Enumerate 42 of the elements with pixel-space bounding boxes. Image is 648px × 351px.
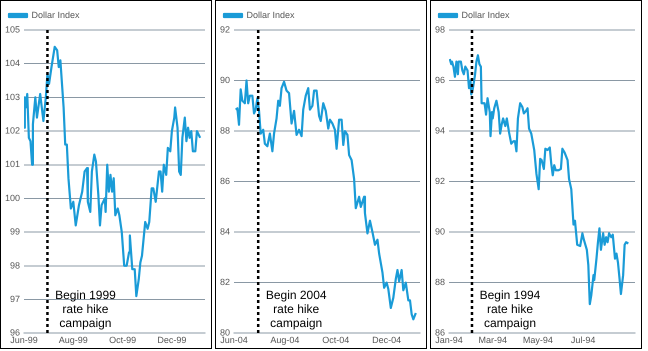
legend-label: Dollar Index [246, 10, 296, 20]
y-tick-label: 82 [220, 277, 230, 288]
ref-line-label: Begin 1994 rate hike campaign [480, 288, 541, 330]
x-tick-label: Aug-99 [58, 335, 88, 346]
y-tick-label: 105 [4, 24, 20, 34]
y-tick-label: 102 [4, 126, 20, 136]
ref-line-label: Begin 1999 rate hike campaign [55, 288, 116, 330]
x-tick-label: Jun-04 [220, 335, 248, 346]
x-tick-label: Jan-94 [435, 335, 463, 346]
y-tick-label: 104 [4, 58, 20, 68]
y-tick-label: 98 [434, 24, 446, 34]
x-tick-label: Dec-04 [372, 335, 402, 346]
x-tick-label: Oct-99 [109, 335, 136, 346]
y-tick-label: 103 [4, 92, 20, 102]
x-tick-label: Jun-99 [10, 335, 38, 346]
y-tick-label: 88 [220, 126, 230, 136]
ref-line-label: Begin 2004 rate hike campaign [266, 288, 327, 330]
y-tick-label: 101 [4, 159, 20, 170]
x-tick-label: Dec-99 [157, 335, 186, 346]
x-tick-label: May-94 [522, 335, 553, 346]
y-tick-label: 84 [220, 226, 230, 237]
y-tick-label: 80 [220, 328, 230, 338]
y-tick-label: 90 [434, 226, 446, 237]
y-tick-label: 94 [434, 126, 446, 136]
legend-label: Dollar Index [462, 10, 510, 20]
y-tick-label: 98 [10, 260, 20, 270]
y-tick-label: 86 [434, 328, 446, 338]
y-tick-label: 97 [10, 294, 20, 304]
x-tick-label: Aug-04 [270, 335, 300, 346]
x-tick-label: Oct-04 [322, 335, 350, 346]
x-tick-label: Mar-94 [478, 335, 507, 346]
y-tick-label: 88 [434, 277, 446, 288]
y-tick-label: 100 [4, 192, 20, 203]
x-tick-label: Jul-94 [570, 335, 596, 346]
y-tick-label: 92 [220, 24, 230, 34]
y-tick-label: 90 [220, 75, 230, 86]
y-tick-label: 96 [434, 75, 446, 86]
y-tick-label: 92 [434, 176, 446, 186]
y-tick-label: 99 [10, 226, 20, 237]
y-tick-label: 96 [10, 328, 20, 338]
y-tick-label: 86 [220, 176, 230, 186]
legend-label: Dollar Index [32, 10, 80, 20]
